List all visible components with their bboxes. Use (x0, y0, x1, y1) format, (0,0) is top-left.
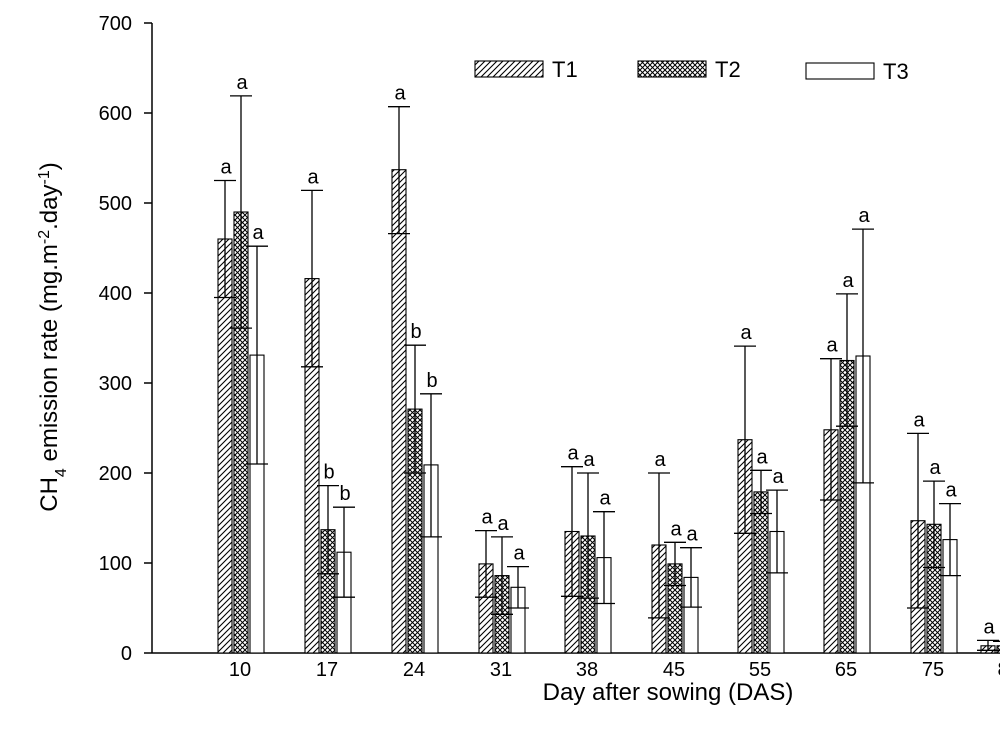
bar-t2 (753, 491, 769, 654)
significance-letters: aaaaaaaaaaabbaaaaaaaabbaaaaaaa (220, 72, 1000, 639)
x-tick-label: 17 (316, 659, 338, 681)
error-bars (214, 95, 1000, 651)
x-tick-label: 55 (749, 659, 771, 681)
significance-letter: a (599, 488, 611, 510)
significance-letter: a (252, 222, 264, 244)
significance-letter: a (826, 335, 838, 357)
significance-letter: a (654, 449, 666, 471)
significance-letter: b (426, 370, 437, 392)
legend-label-t1: T1 (552, 57, 578, 82)
significance-letter: a (842, 270, 854, 292)
significance-letter: a (567, 443, 579, 465)
bar-t1 (391, 169, 407, 654)
y-tick-label: 700 (99, 13, 132, 35)
y-tick-label: 100 (99, 553, 132, 575)
legend-swatch-t1 (474, 60, 544, 78)
significance-letter: b (410, 321, 421, 343)
significance-letter: a (670, 518, 682, 540)
x-tick-labels: 10 17 24 31 38 45 55 65 75 8 (229, 659, 1000, 681)
significance-letter: a (513, 543, 525, 565)
y-tick-label: 400 (99, 283, 132, 305)
y-axis-label-rest1: emission rate (mg.m (36, 244, 63, 468)
y-tick-label: 300 (99, 373, 132, 395)
legend-label-t2: T2 (715, 57, 741, 82)
x-tick-label: 31 (490, 659, 512, 681)
significance-letter: b (323, 462, 334, 484)
significance-letter: a (772, 466, 784, 488)
significance-letter: a (929, 457, 941, 479)
x-tick-label: 65 (835, 659, 857, 681)
y-tick-label: 0 (121, 643, 132, 665)
y-axis-label-rest2: .day (36, 184, 63, 229)
y-tick-labels: 0 100 200 300 400 500 600 700 (99, 13, 132, 665)
significance-letter: a (220, 157, 232, 179)
significance-letter: a (497, 513, 509, 535)
bar-t2 (996, 645, 1000, 654)
significance-letter: a (858, 205, 870, 227)
significance-letter: a (686, 524, 698, 546)
significance-letter: a (756, 446, 768, 468)
y-axis-label-sup2: -1 (36, 170, 53, 184)
x-tick-label: 75 (922, 659, 944, 681)
y-axis-label-sub: 4 (53, 468, 70, 477)
legend: T1 T2 T3 (474, 57, 909, 84)
significance-letter: a (740, 322, 752, 344)
bars (217, 169, 1000, 654)
significance-letter: a (913, 409, 925, 431)
legend-swatch-t3 (805, 62, 875, 80)
x-tick-label: 10 (229, 659, 251, 681)
y-tick-label: 200 (99, 463, 132, 485)
significance-letter: a (481, 507, 493, 529)
bar-t1 (217, 238, 233, 654)
significance-letter: a (945, 480, 957, 502)
significance-letter: a (983, 616, 995, 638)
y-tick-label: 500 (99, 193, 132, 215)
significance-letter: a (307, 166, 319, 188)
x-axis-label: Day after sowing (DAS) (543, 679, 794, 706)
x-tick-label: 45 (663, 659, 685, 681)
x-tick-label: 8 (997, 659, 1000, 681)
significance-letter: a (394, 83, 406, 105)
x-tick-label: 24 (403, 659, 425, 681)
x-tick-label: 38 (576, 659, 598, 681)
significance-letter: a (236, 72, 248, 94)
legend-label-t3: T3 (883, 59, 909, 84)
y-tick-label: 600 (99, 103, 132, 125)
significance-letter: a (583, 449, 595, 471)
legend-swatch-t2 (637, 60, 707, 78)
y-axis-label-rest3: ) (36, 162, 63, 170)
significance-letter: b (339, 483, 350, 505)
y-axis-label-sup1: -2 (36, 230, 53, 244)
y-axis-label-main: CH (36, 477, 63, 512)
y-axis-label: CH4 emission rate (mg.m-2.day-1) (36, 162, 70, 511)
